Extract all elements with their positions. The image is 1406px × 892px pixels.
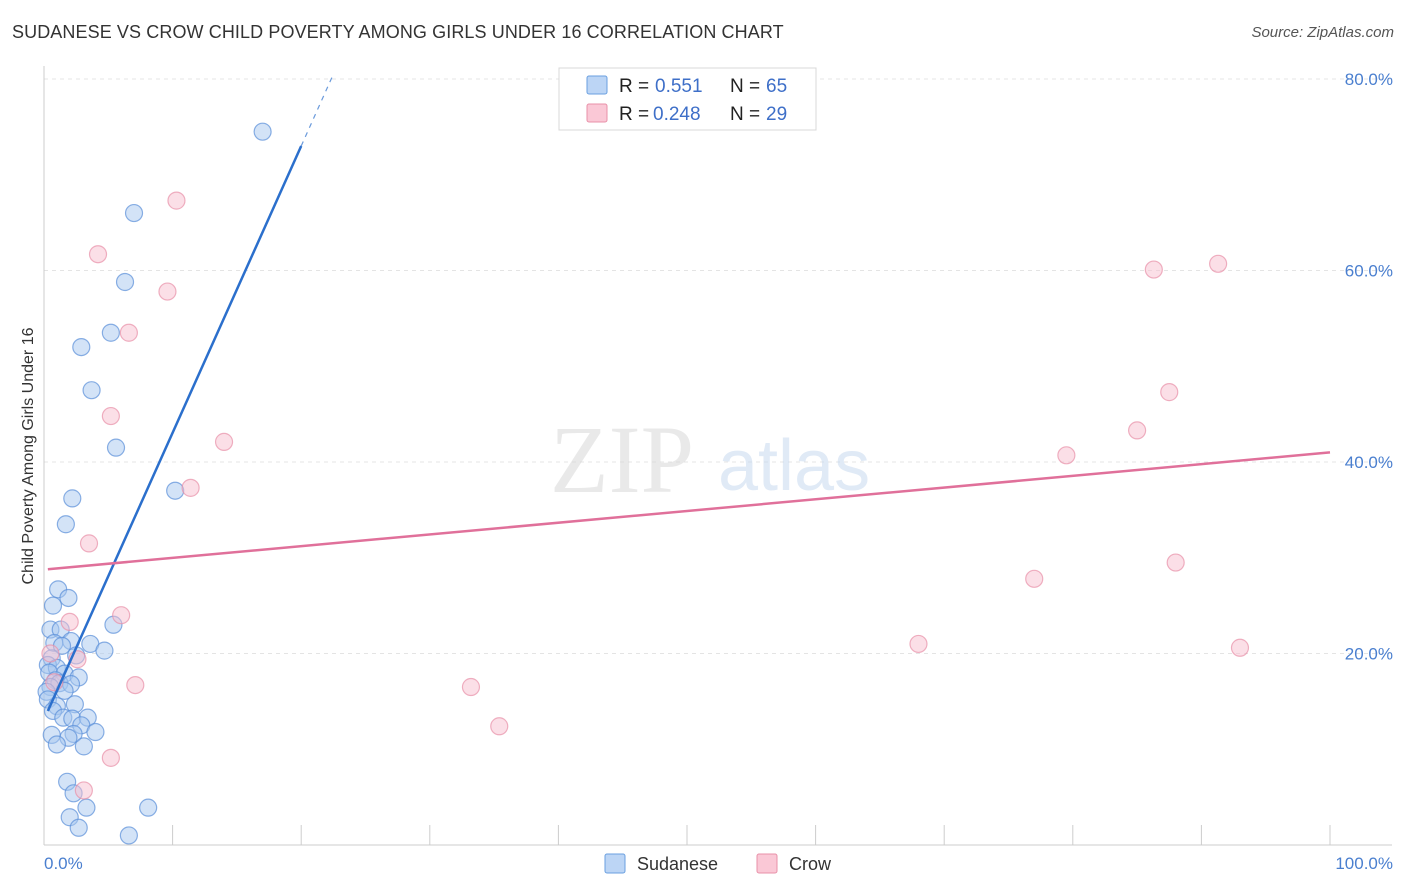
sudanese-point (47, 735, 66, 754)
crow-point (79, 534, 99, 553)
crow-point (60, 612, 79, 632)
legend-r-label-sudanese: R = (619, 76, 649, 97)
crow-point (1230, 638, 1250, 657)
grid-lines (44, 78, 1392, 654)
data-points (37, 122, 1250, 845)
tick-labels: 20.0% 40.0% 60.0% 80.0% 0.0% 100.0% (44, 70, 1393, 873)
sudanese-point (115, 272, 135, 292)
crow-point (1057, 446, 1076, 465)
trend-lines (46, 73, 1331, 712)
sudanese-point (253, 122, 272, 141)
legend-n-label-crow: N = (730, 104, 760, 125)
sudanese-point (86, 722, 105, 742)
crow-point (214, 432, 234, 451)
watermark-zip: ZIP (550, 406, 694, 513)
crow-point (1144, 260, 1163, 279)
crow-point (158, 282, 177, 301)
crow-point (41, 644, 60, 663)
crow-point (126, 675, 145, 695)
bottom-legend-swatch-sudanese (604, 853, 626, 874)
chart-title: SUDANESE VS CROW CHILD POVERTY AMONG GIR… (12, 22, 784, 42)
crow-point (1209, 254, 1228, 273)
crow-point (909, 634, 928, 654)
y-tick-label: 80.0% (1345, 70, 1393, 89)
sudanese-point (124, 203, 144, 223)
crow-point (181, 478, 200, 497)
sudanese-point (95, 641, 114, 660)
y-tick-label: 40.0% (1345, 453, 1393, 472)
source-label: Source: ZipAtlas.com (1251, 24, 1394, 41)
sudanese-trend-extension (300, 73, 334, 147)
legend-swatch-crow (586, 103, 608, 123)
legend-n-value-sudanese: 65 (766, 76, 787, 97)
bottom-legend-label-sudanese: Sudanese (637, 854, 718, 874)
crow-point (101, 748, 120, 767)
legend-swatch-sudanese (586, 75, 608, 95)
y-tick-label: 20.0% (1345, 645, 1393, 664)
watermark: ZIP atlas (550, 406, 870, 513)
bottom-legend: Sudanese Crow (604, 853, 832, 874)
sudanese-point (72, 338, 91, 357)
axes (43, 66, 1392, 846)
crow-point (88, 245, 108, 264)
crow-trend-line (47, 451, 1331, 571)
crow-point (119, 323, 138, 342)
crow-point (167, 191, 186, 210)
crow-point (1025, 569, 1044, 588)
sudanese-point (59, 588, 78, 608)
sudanese-point (77, 798, 96, 817)
crow-point (490, 717, 509, 736)
legend-r-value-crow: 0.248 (653, 104, 701, 125)
sudanese-point (69, 818, 88, 837)
legend-n-value-crow: 29 (766, 104, 787, 125)
bottom-legend-swatch-crow (756, 853, 778, 874)
sudanese-point (139, 798, 158, 817)
watermark-atlas: atlas (718, 426, 870, 506)
x-tick-label: 0.0% (44, 854, 83, 873)
sudanese-point (101, 323, 120, 342)
y-axis-label: Child Poverty Among Girls Under 16 (20, 327, 37, 584)
crow-point (112, 606, 131, 625)
bottom-legend-label-crow: Crow (789, 854, 832, 874)
legend-n-label-sudanese: N = (730, 76, 760, 97)
sudanese-point (56, 515, 75, 534)
sudanese-point (63, 489, 82, 508)
sudanese-point (119, 826, 138, 845)
sudanese-point (82, 381, 101, 400)
x-tick-label: 100.0% (1335, 854, 1393, 873)
crow-point (1160, 383, 1179, 402)
crow-point (101, 406, 120, 426)
crow-point (1127, 421, 1147, 440)
y-tick-label: 60.0% (1345, 262, 1393, 281)
crow-point (461, 677, 481, 697)
sudanese-point (166, 481, 185, 500)
sudanese-trend-line (46, 145, 303, 712)
sudanese-point (43, 596, 63, 615)
legend-r-label-crow: R = (619, 104, 649, 125)
sudanese-point (74, 737, 93, 756)
sudanese-point (106, 438, 126, 457)
legend-r-value-sudanese: 0.551 (655, 76, 703, 97)
legend-box: R = 0.551 N = 65 R = 0.248 N = 29 (558, 67, 817, 131)
crow-point (74, 781, 93, 800)
crow-point (1166, 553, 1185, 572)
